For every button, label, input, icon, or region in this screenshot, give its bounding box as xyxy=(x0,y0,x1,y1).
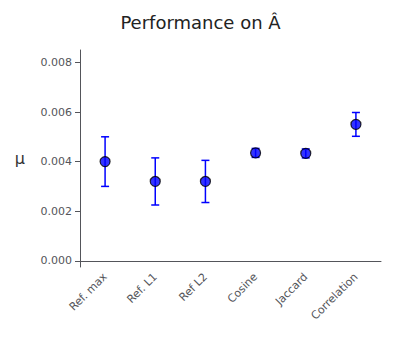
svg-text:Performance on Â: Performance on Â xyxy=(120,12,281,33)
svg-text:0.006: 0.006 xyxy=(41,106,73,119)
svg-text:Ref L2: Ref L2 xyxy=(177,270,210,303)
svg-text:0.002: 0.002 xyxy=(41,205,73,218)
svg-text:Jaccard: Jaccard xyxy=(272,270,310,308)
svg-text:0.008: 0.008 xyxy=(41,56,73,69)
svg-text:0.004: 0.004 xyxy=(41,155,73,168)
svg-text:Ref. L1: Ref. L1 xyxy=(124,270,159,305)
svg-text:μ: μ xyxy=(15,149,25,168)
svg-text:Cosine: Cosine xyxy=(225,270,260,305)
svg-text:0.000: 0.000 xyxy=(41,254,73,267)
svg-text:Ref. max: Ref. max xyxy=(67,270,110,313)
svg-text:Correlation: Correlation xyxy=(308,270,360,322)
